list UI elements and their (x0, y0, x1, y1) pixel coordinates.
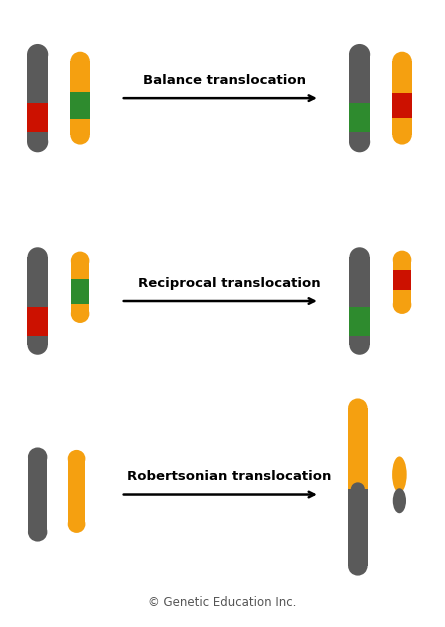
Ellipse shape (28, 247, 48, 267)
Ellipse shape (393, 251, 411, 269)
Text: Robertsonian translocation: Robertsonian translocation (127, 470, 332, 483)
Ellipse shape (71, 305, 89, 323)
Ellipse shape (68, 515, 85, 533)
Ellipse shape (349, 44, 370, 65)
Text: Balance translocation: Balance translocation (143, 74, 306, 87)
Ellipse shape (349, 247, 370, 267)
Bar (348, 408, 368, 492)
Ellipse shape (348, 398, 368, 418)
Ellipse shape (393, 488, 406, 514)
Bar (349, 103, 370, 132)
Bar (28, 257, 48, 345)
Ellipse shape (348, 556, 368, 576)
Bar (349, 55, 370, 142)
Ellipse shape (27, 44, 48, 65)
Ellipse shape (392, 456, 407, 493)
Bar (70, 61, 90, 135)
Ellipse shape (28, 448, 47, 466)
Bar (68, 458, 85, 524)
Bar (27, 55, 48, 142)
Bar (349, 307, 370, 335)
Bar (348, 492, 368, 566)
Bar (28, 307, 48, 335)
Ellipse shape (27, 131, 48, 152)
Ellipse shape (28, 335, 48, 355)
Bar (393, 270, 411, 290)
Ellipse shape (349, 335, 370, 355)
Ellipse shape (351, 482, 365, 496)
Ellipse shape (70, 51, 90, 71)
Bar (392, 93, 412, 118)
Ellipse shape (28, 522, 47, 542)
Bar (71, 261, 89, 314)
Bar (27, 103, 48, 132)
Bar (349, 257, 370, 345)
Bar (393, 260, 411, 305)
Ellipse shape (393, 295, 411, 314)
Bar (70, 92, 90, 119)
Bar (71, 279, 89, 303)
Bar (348, 489, 368, 495)
Text: © Genetic Education Inc.: © Genetic Education Inc. (148, 596, 297, 609)
Ellipse shape (71, 251, 89, 270)
Bar (392, 61, 412, 135)
Text: Reciprocal translocation: Reciprocal translocation (138, 277, 320, 290)
Ellipse shape (70, 125, 90, 145)
Ellipse shape (392, 51, 412, 71)
Ellipse shape (349, 131, 370, 152)
Ellipse shape (68, 450, 85, 467)
Bar (28, 457, 47, 532)
Ellipse shape (392, 125, 412, 145)
